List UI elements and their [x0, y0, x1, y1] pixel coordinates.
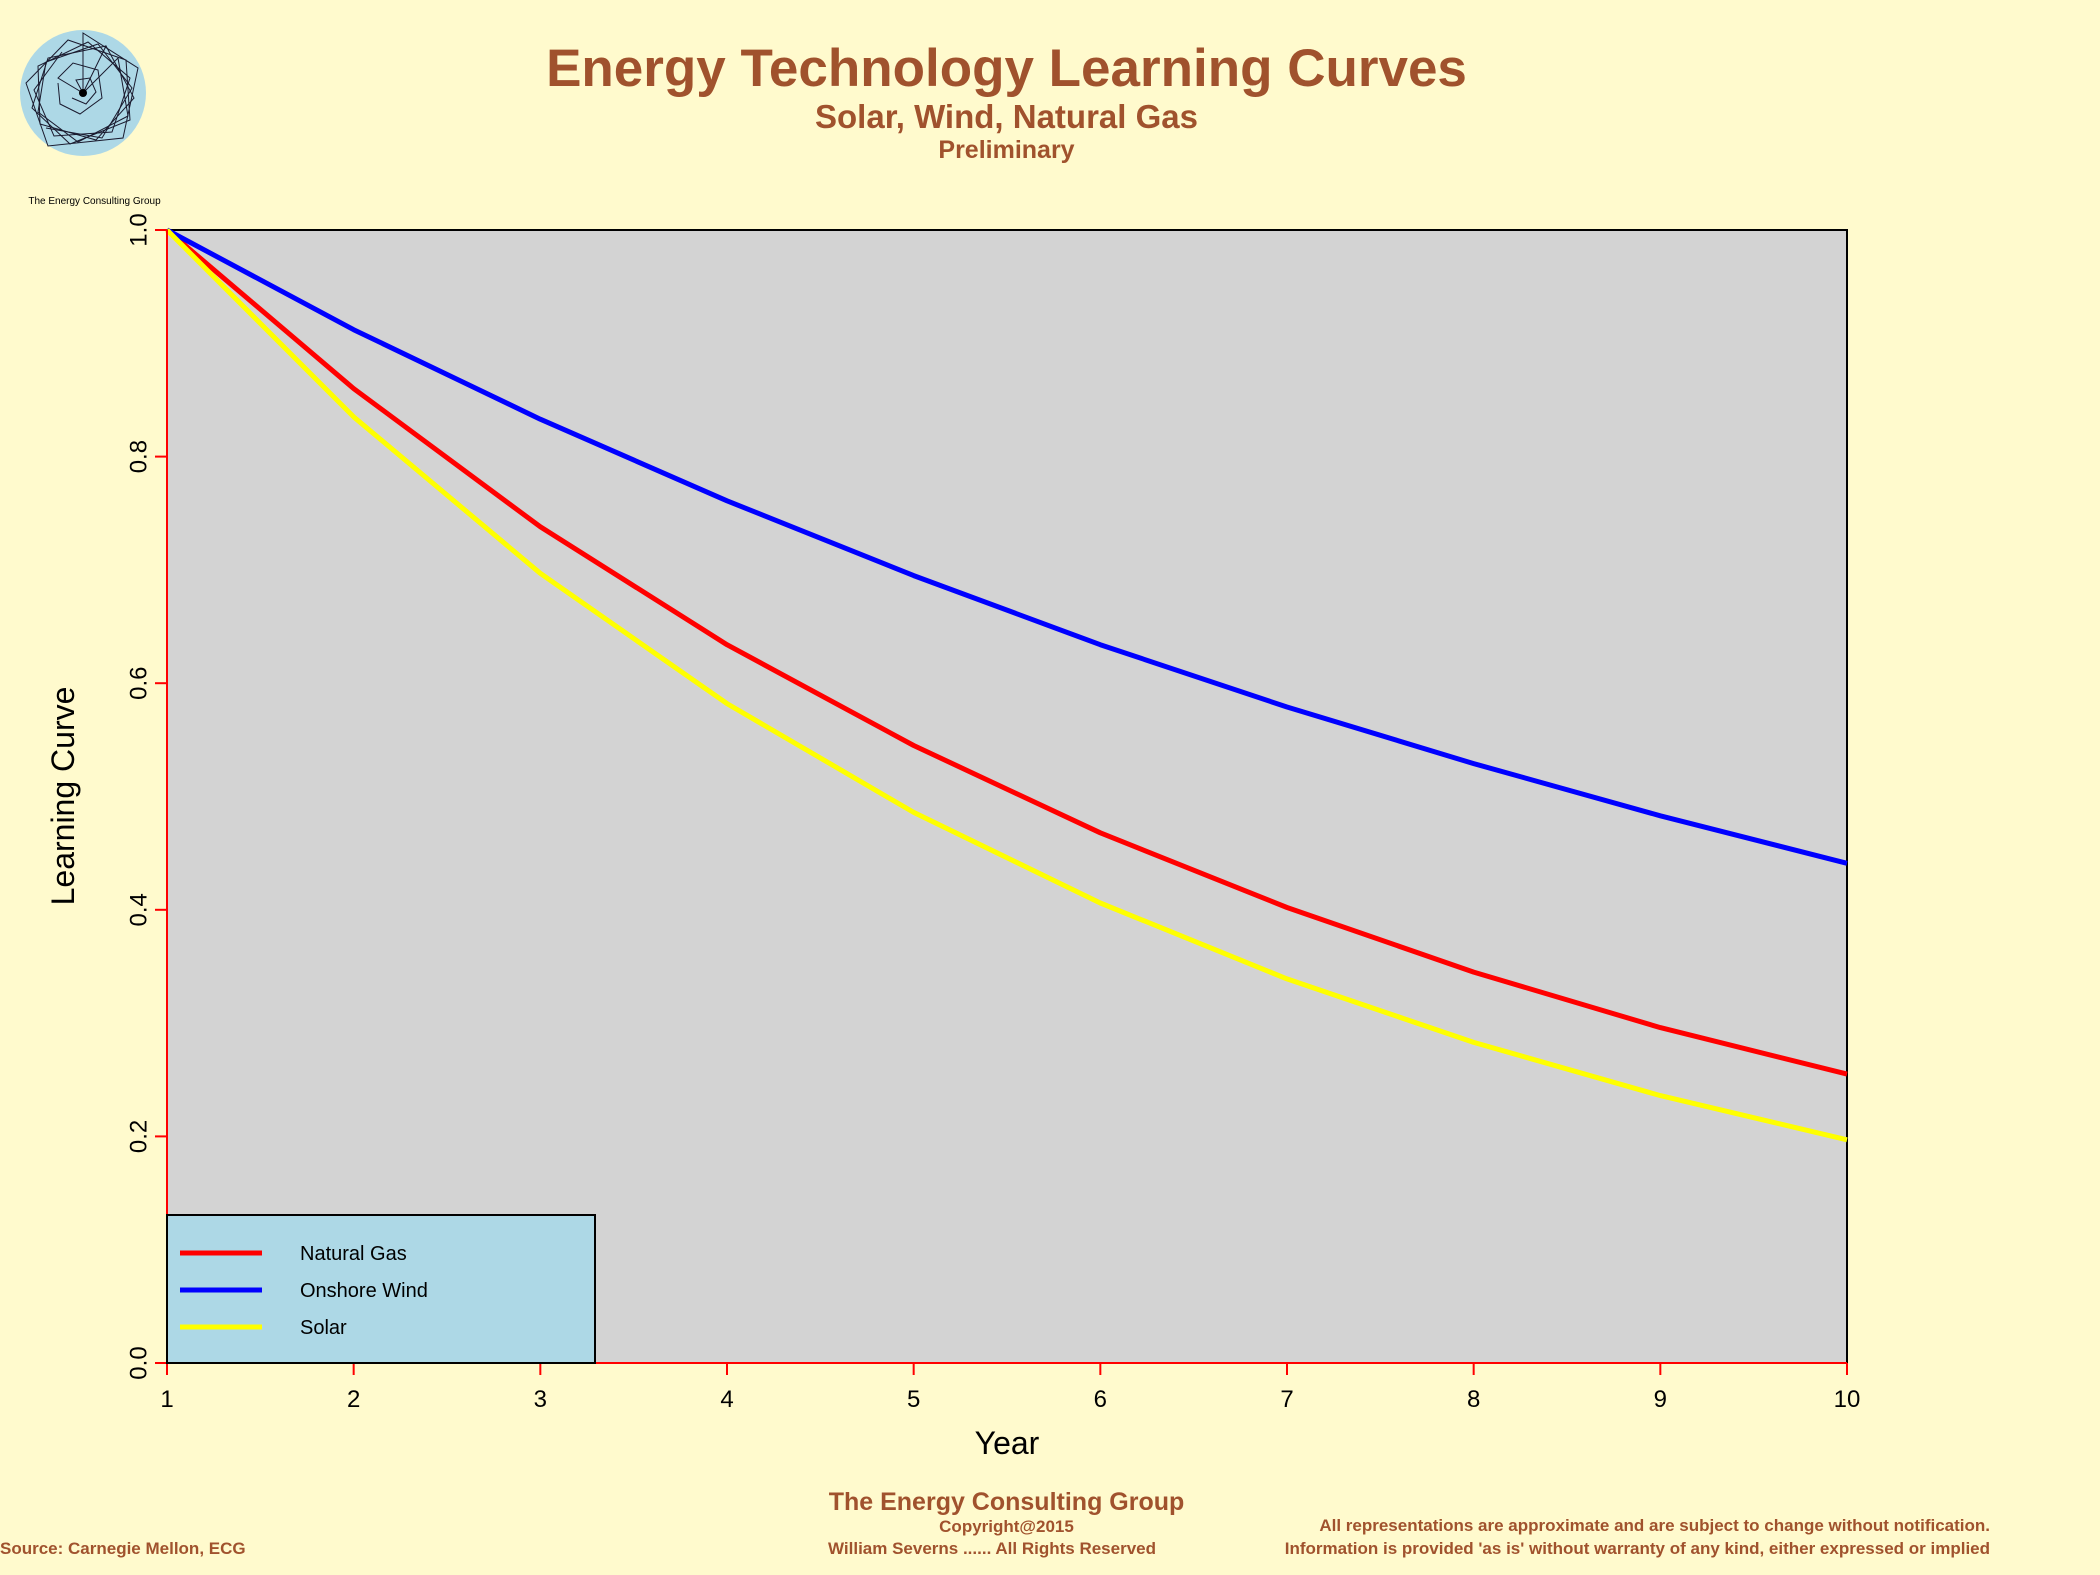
y-tick-label: 0.6 [125, 667, 152, 700]
y-tick-label: 0.0 [125, 1346, 152, 1379]
chart-subtitle: Solar, Wind, Natural Gas [815, 98, 1198, 135]
x-tick-label: 3 [534, 1386, 547, 1413]
chart-title: Energy Technology Learning Curves [546, 39, 1467, 98]
series-line-onshore-wind [165, 227, 1848, 866]
x-tick-label: 8 [1467, 1386, 1480, 1413]
x-tick-label: 5 [907, 1386, 920, 1413]
y-tick-label: 0.4 [125, 893, 152, 926]
x-tick-label: 4 [720, 1386, 733, 1413]
footer-source: Source: Carnegie Mellon, ECG [0, 1539, 246, 1558]
y-tick-label: 1.0 [125, 213, 152, 246]
company-logo: The Energy Consulting Group [12, 22, 172, 207]
footer-disclaimer-2: Information is provided 'as is' without … [1284, 1539, 1990, 1558]
x-tick-label: 1 [160, 1386, 173, 1413]
footer-disclaimer-1: All representations are approximate and … [1319, 1516, 1990, 1535]
spiral-logo-icon [20, 30, 146, 156]
y-tick-label: 0.2 [125, 1120, 152, 1153]
footer-copyright: Copyright@2015 [939, 1517, 1074, 1536]
x-axis-label: Year [975, 1425, 1040, 1461]
logo-caption: The Energy Consulting Group [28, 196, 161, 207]
plot-area [166, 229, 1848, 1364]
legend-label: Natural Gas [300, 1243, 407, 1265]
chart-note: Preliminary [938, 136, 1075, 164]
x-tick-label: 10 [1834, 1386, 1861, 1413]
y-axis-label: Learning Curve [45, 687, 81, 906]
series-line-solar [165, 228, 1848, 1143]
footer-rights: William Severns ...... All Rights Reserv… [828, 1539, 1156, 1558]
footer-company: The Energy Consulting Group [828, 1488, 1185, 1516]
x-tick-label: 6 [1094, 1386, 1107, 1413]
legend-label: Solar [300, 1317, 347, 1339]
chart-legend: Natural Gas Onshore Wind Solar [166, 1214, 596, 1364]
x-tick-label: 9 [1654, 1386, 1667, 1413]
series-line-natural-gas [165, 228, 1848, 1077]
x-tick-label: 2 [347, 1386, 360, 1413]
x-tick-label: 7 [1280, 1386, 1293, 1413]
legend-label: Onshore Wind [300, 1280, 428, 1302]
y-tick-label: 0.8 [125, 440, 152, 473]
